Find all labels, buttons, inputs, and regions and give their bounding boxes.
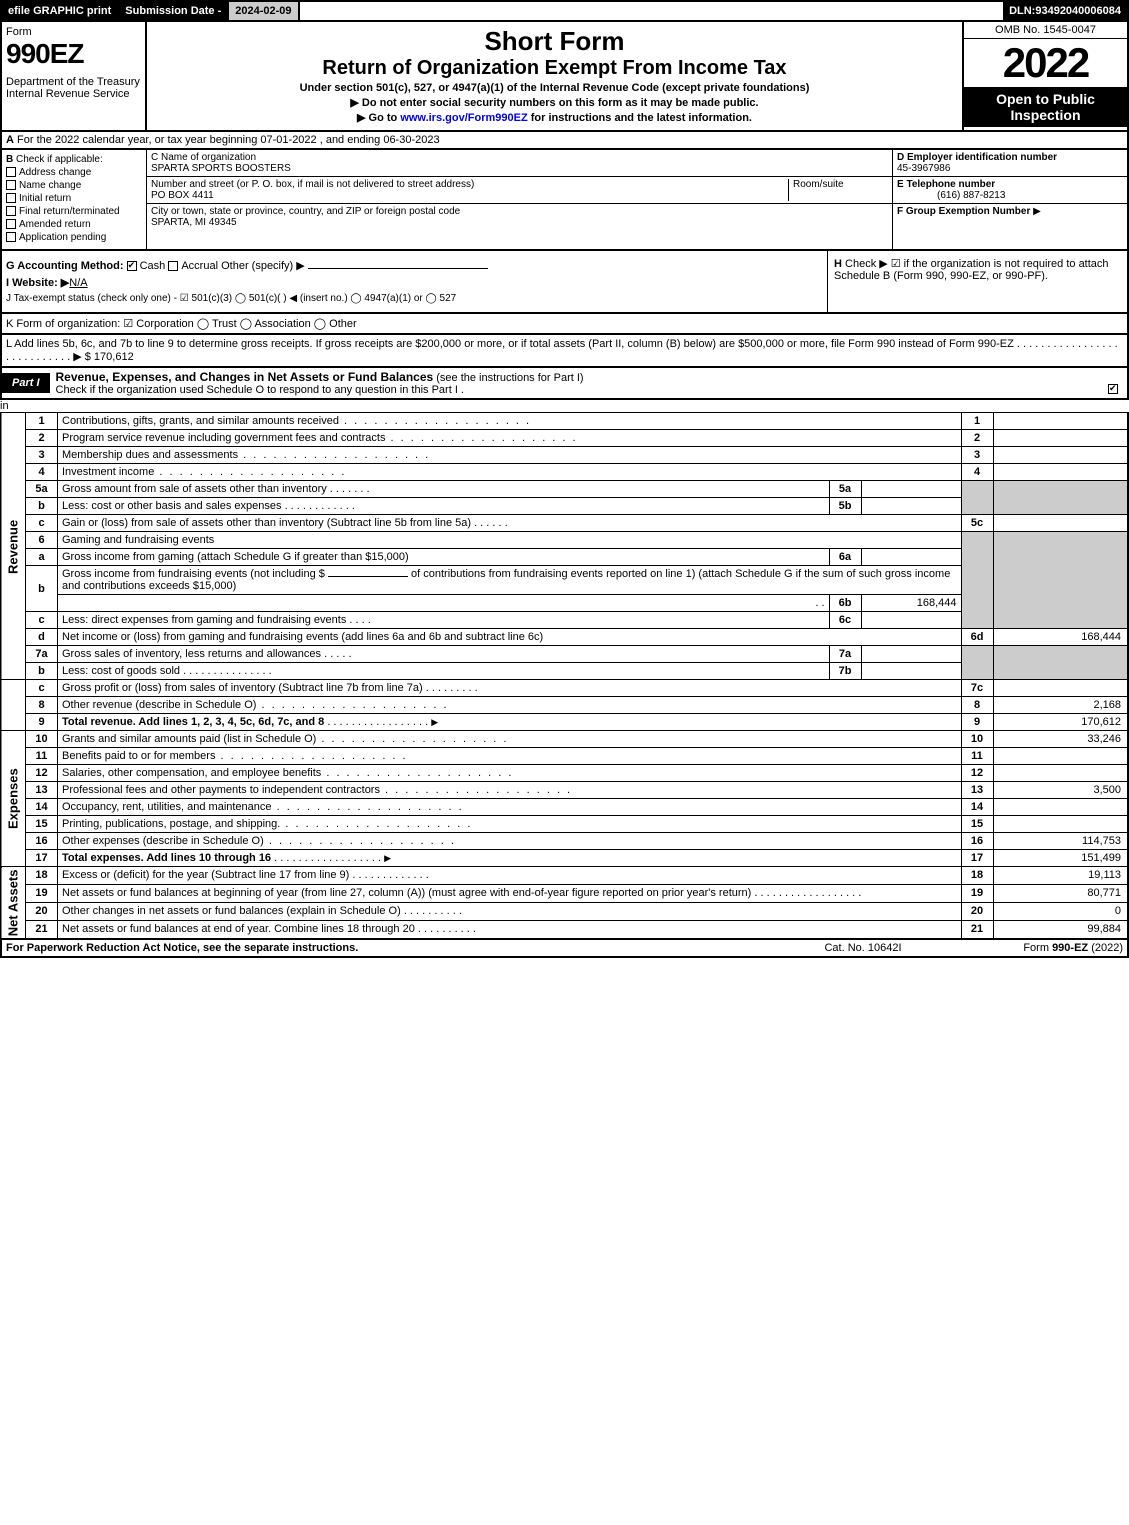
chk-cash[interactable] [127, 261, 137, 271]
g-accounting: G Accounting Method: Cash Accrual Other … [6, 259, 823, 272]
line-5b: b Less: cost or other basis and sales ex… [1, 498, 1128, 515]
line-7c: c Gross profit or (loss) from sales of i… [1, 680, 1128, 697]
line-5a: 5a Gross amount from sale of assets othe… [1, 481, 1128, 498]
line-8: 8 Other revenue (describe in Schedule O)… [1, 697, 1128, 714]
chk-name-change[interactable]: Name change [6, 180, 142, 191]
website-value: N/A [69, 277, 87, 289]
submission-date-label: Submission Date - [119, 2, 229, 20]
omb-number: OMB No. 1545-0047 [964, 22, 1127, 39]
line-17: 17 Total expenses. Add lines 10 through … [1, 850, 1128, 867]
chk-application-pending[interactable]: Application pending [6, 232, 142, 243]
line-18: Net Assets 18 Excess or (deficit) for th… [1, 867, 1128, 885]
footer-cat: Cat. No. 10642I [763, 942, 963, 954]
part1-title: Revenue, Expenses, and Changes in Net As… [50, 368, 1127, 398]
line-21: 21 Net assets or fund balances at end of… [1, 920, 1128, 938]
subtitle-ssn: ▶ Do not enter social security numbers o… [151, 96, 958, 109]
col-def: D Employer identification number 45-3967… [892, 150, 1127, 249]
header-center: Short Form Return of Organization Exempt… [147, 22, 962, 130]
page-footer: For Paperwork Reduction Act Notice, see … [0, 940, 1129, 958]
line-20: 20 Other changes in net assets or fund b… [1, 902, 1128, 920]
c-name: C Name of organization SPARTA SPORTS BOO… [147, 150, 892, 177]
form-word: Form [6, 26, 141, 38]
chk-accrual[interactable] [168, 261, 178, 271]
org-name: SPARTA SPORTS BOOSTERS [151, 163, 888, 174]
line-6c: c Less: direct expenses from gaming and … [1, 612, 1128, 629]
revenue-sidelabel: Revenue [1, 413, 26, 680]
ghij-left: G Accounting Method: Cash Accrual Other … [2, 251, 827, 312]
title-short-form: Short Form [151, 26, 958, 57]
i-website: I Website: ▶N/A [6, 276, 823, 289]
phone-value: (616) 887-8213 [897, 190, 1005, 201]
header-right: OMB No. 1545-0047 2022 Open to Public In… [962, 22, 1127, 130]
dln: DLN: 93492040006084 [1003, 2, 1127, 20]
line-5c: c Gain or (loss) from sale of assets oth… [1, 515, 1128, 532]
line-2: 2 Program service revenue including gove… [1, 430, 1128, 447]
expenses-sidelabel: Expenses [1, 731, 26, 867]
subtitle-section: Under section 501(c), 527, or 4947(a)(1)… [151, 82, 958, 94]
footer-form: Form 990-EZ (2022) [963, 942, 1123, 954]
line-11: 11 Benefits paid to or for members 11 [1, 748, 1128, 765]
col-c: C Name of organization SPARTA SPORTS BOO… [147, 150, 892, 249]
line-6b-val: . . 6b 168,444 [1, 595, 1128, 612]
line-9: 9 Total revenue. Add lines 1, 2, 3, 4, 5… [1, 714, 1128, 731]
part1-label: Part I [2, 373, 50, 393]
line-1: Revenue 1 Contributions, gifts, grants, … [1, 413, 1128, 430]
tax-year: 2022 [964, 39, 1127, 87]
c-street: Number and street (or P. O. box, if mail… [147, 177, 892, 204]
line-6a: a Gross income from gaming (attach Sched… [1, 549, 1128, 566]
footer-left: For Paperwork Reduction Act Notice, see … [6, 942, 763, 954]
chk-initial-return[interactable]: Initial return [6, 193, 142, 204]
open-public-inspection: Open to Public Inspection [964, 87, 1127, 127]
header-left: Form 990EZ Department of the Treasury In… [2, 22, 147, 130]
line-6: 6 Gaming and fundraising events [1, 532, 1128, 549]
row-a: A For the 2022 calendar year, or tax yea… [0, 132, 1129, 150]
e-phone: E Telephone number (616) 887-8213 [893, 177, 1127, 204]
title-return: Return of Organization Exempt From Incom… [151, 57, 958, 80]
form-header: Form 990EZ Department of the Treasury In… [0, 22, 1129, 132]
form-number: 990EZ [6, 38, 141, 70]
submission-date-value: 2024-02-09 [229, 2, 299, 20]
chk-address-change[interactable]: Address change [6, 167, 142, 178]
section-ghij: G Accounting Method: Cash Accrual Other … [0, 251, 1129, 314]
chk-amended-return[interactable]: Amended return [6, 219, 142, 230]
dept-treasury: Department of the Treasury [6, 76, 141, 88]
line-7a: 7a Gross sales of inventory, less return… [1, 646, 1128, 663]
line-6d: d Net income or (loss) from gaming and f… [1, 629, 1128, 646]
h-schedule-b: H Check ▶ ☑ if the organization is not r… [827, 251, 1127, 312]
city-value: SPARTA, MI 49345 [151, 217, 888, 228]
room-suite: Room/suite [788, 179, 888, 201]
netassets-sidelabel: Net Assets [1, 867, 26, 939]
line-13: 13 Professional fees and other payments … [1, 782, 1128, 799]
part1-schedule-o-check[interactable] [1108, 384, 1118, 394]
lines-table: Revenue 1 Contributions, gifts, grants, … [0, 412, 1129, 940]
street-value: PO BOX 4411 [151, 190, 788, 201]
section-bcdef: B Check if applicable: Address change Na… [0, 150, 1129, 251]
line-14: 14 Occupancy, rent, utilities, and maint… [1, 799, 1128, 816]
subtitle-goto: ▶ Go to www.irs.gov/Form990EZ for instru… [151, 111, 958, 124]
j-tax-exempt: J Tax-exempt status (check only one) - ☑… [6, 293, 823, 304]
line-12: 12 Salaries, other compensation, and emp… [1, 765, 1128, 782]
irs-link[interactable]: www.irs.gov/Form990EZ [400, 112, 527, 124]
line-6b: b Gross income from fundraising events (… [1, 566, 1128, 595]
chk-final-return[interactable]: Final return/terminated [6, 206, 142, 217]
f-group: F Group Exemption Number ▶ [893, 204, 1127, 219]
ein-value: 45-3967986 [897, 163, 950, 174]
row-l: L Add lines 5b, 6c, and 7b to line 9 to … [0, 335, 1129, 368]
row-k: K Form of organization: ☑ Corporation ◯ … [0, 314, 1129, 335]
line-15: 15 Printing, publications, postage, and … [1, 816, 1128, 833]
line-4: 4 Investment income 4 [1, 464, 1128, 481]
line-10: Expenses 10 Grants and similar amounts p… [1, 731, 1128, 748]
line-19: 19 Net assets or fund balances at beginn… [1, 884, 1128, 902]
line-3: 3 Membership dues and assessments 3 [1, 447, 1128, 464]
line-7b: b Less: cost of goods sold . . . . . . .… [1, 663, 1128, 680]
efile-label[interactable]: efile GRAPHIC print [2, 2, 119, 20]
c-city: City or town, state or province, country… [147, 204, 892, 230]
part1-header: Part I Revenue, Expenses, and Changes in… [0, 368, 1129, 400]
col-b: B Check if applicable: Address change Na… [2, 150, 147, 249]
d-ein: D Employer identification number 45-3967… [893, 150, 1127, 177]
top-bar: efile GRAPHIC print Submission Date - 20… [0, 0, 1129, 22]
irs-label: Internal Revenue Service [6, 88, 141, 100]
line-16: 16 Other expenses (describe in Schedule … [1, 833, 1128, 850]
